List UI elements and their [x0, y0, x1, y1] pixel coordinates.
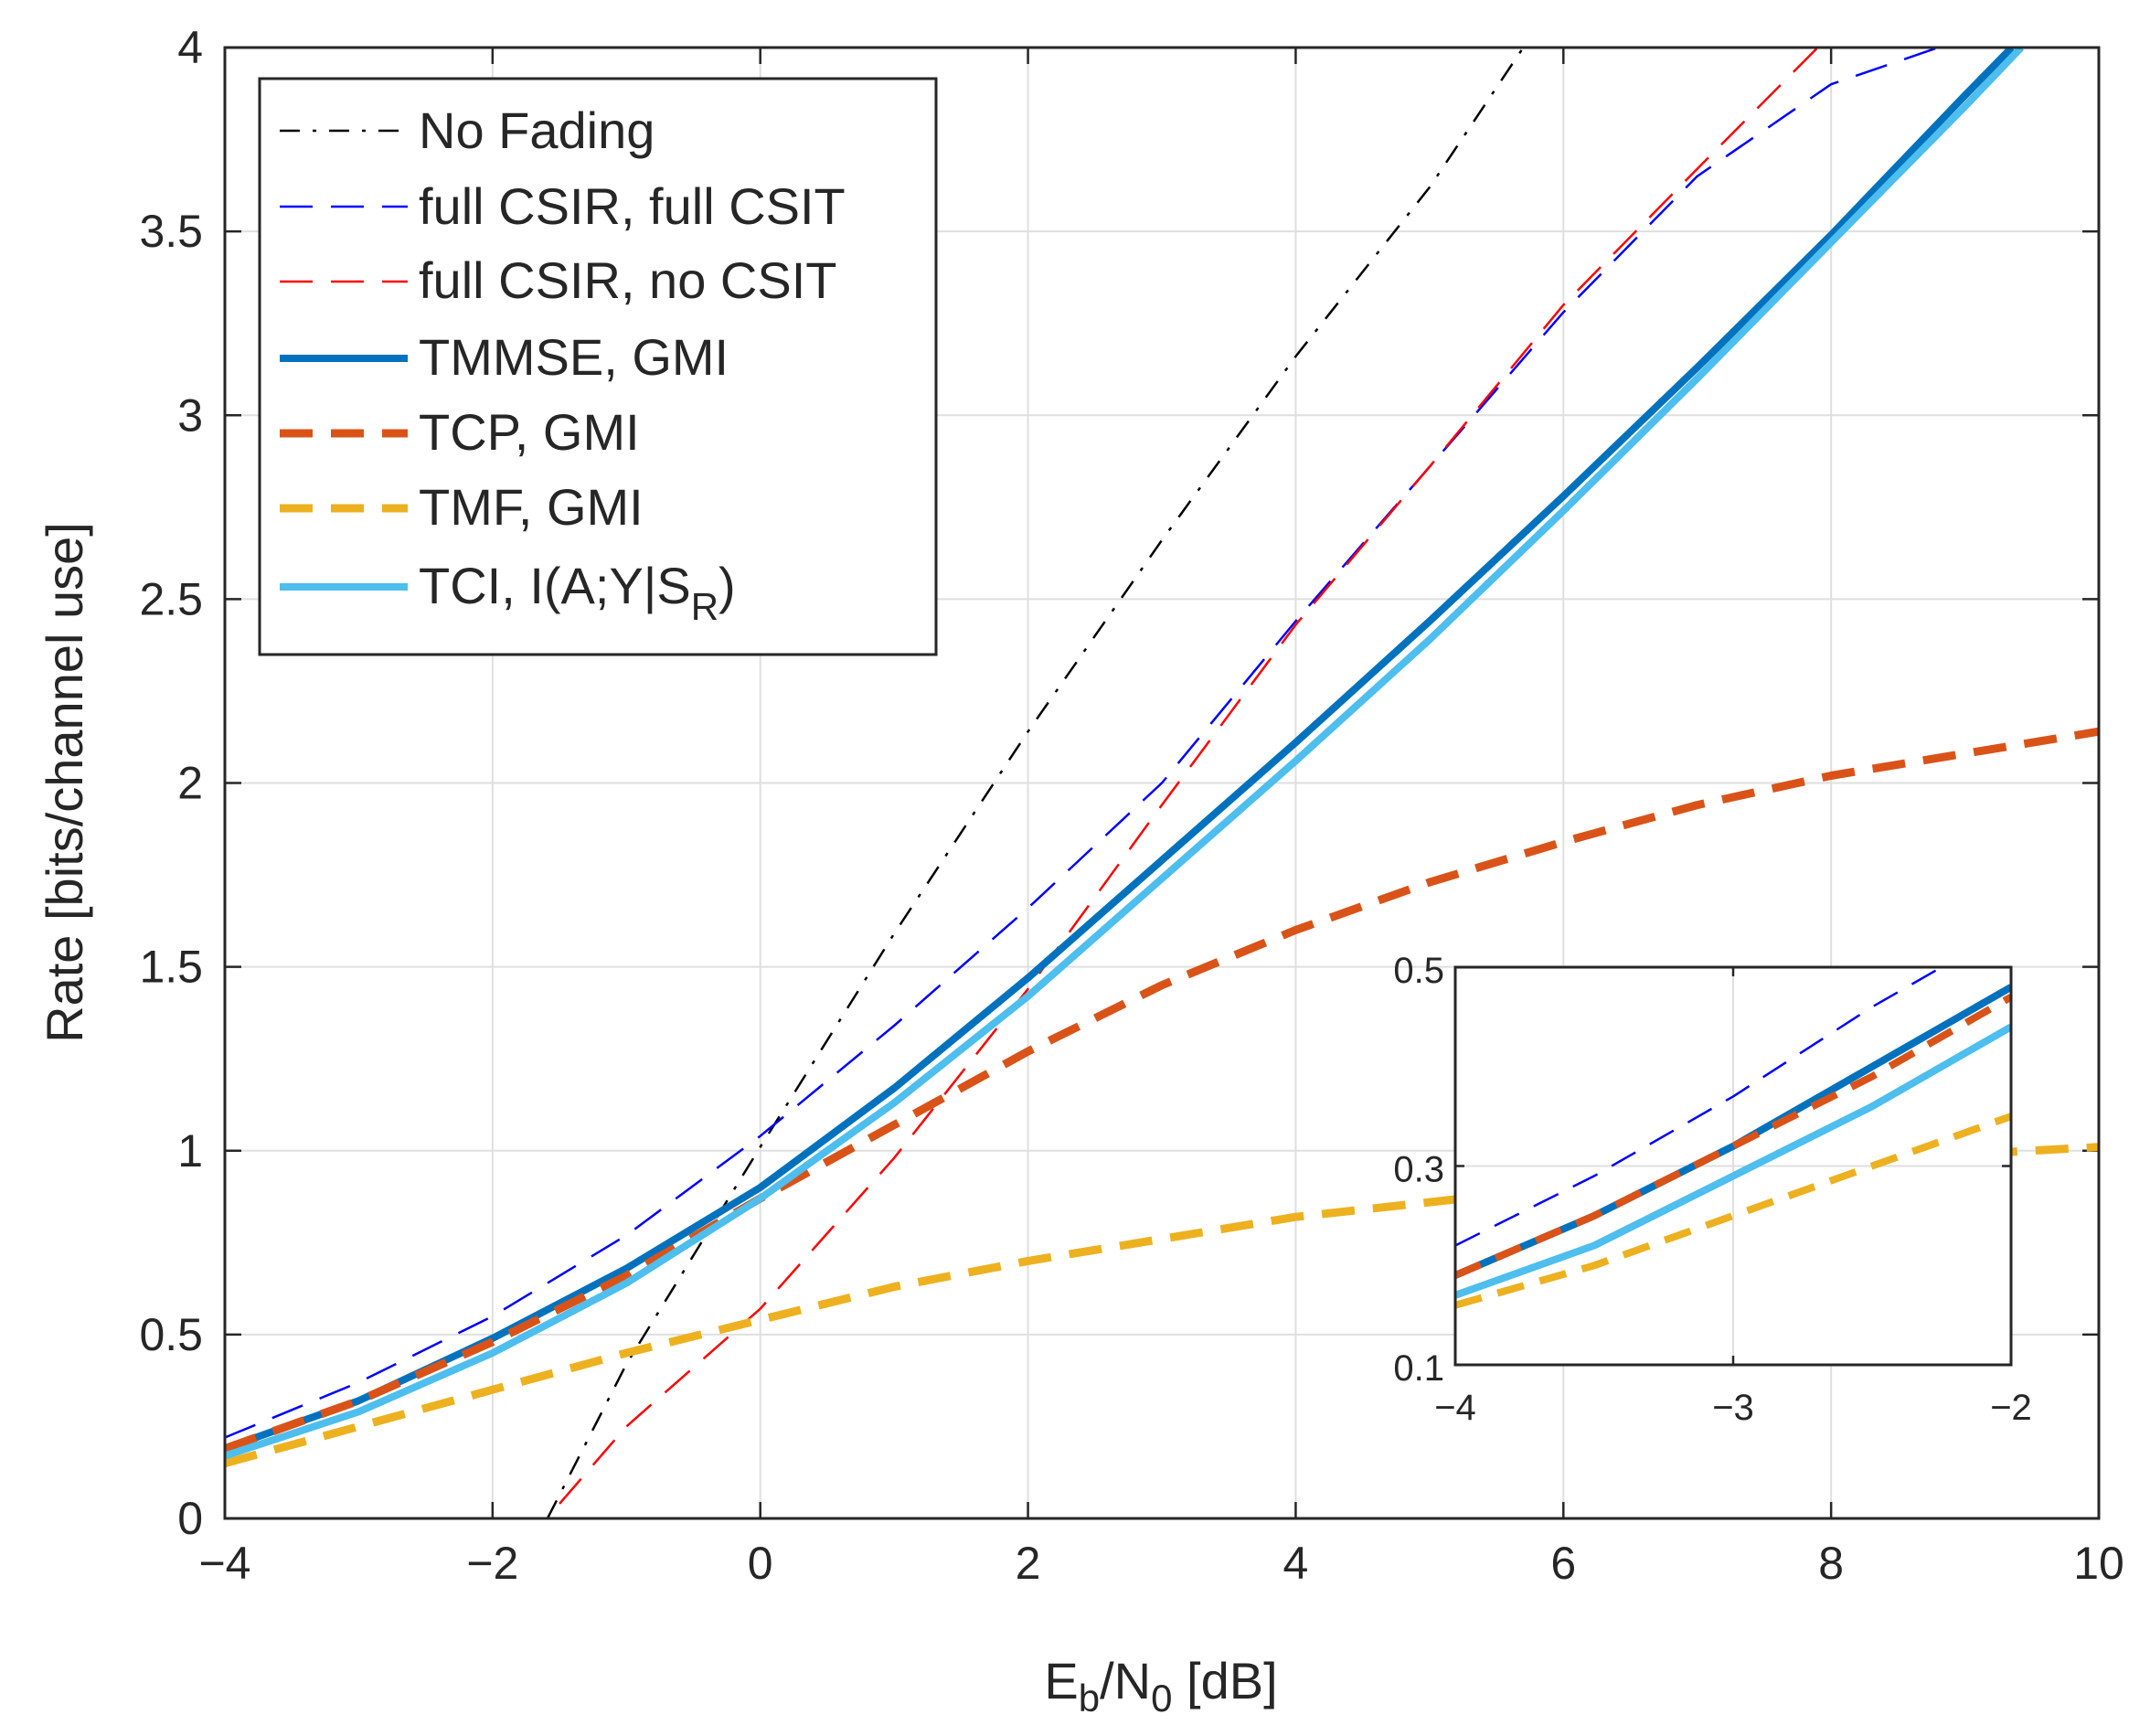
main-x-tick-label: 10 — [2073, 1538, 2124, 1589]
x-axis-title-n: /N — [1100, 1652, 1151, 1709]
inset-series-csir_csit — [1455, 967, 1942, 1247]
legend-label-no-fading: No Fading — [419, 101, 655, 159]
inset-series-tci — [1455, 1023, 2011, 1299]
legend-label-tci: TCI, I(A;Y|SR) — [419, 557, 736, 628]
main-y-tick-label: 2 — [177, 758, 203, 809]
inset-series-tmf — [1455, 1113, 2011, 1309]
main-y-tick-label: 4 — [177, 22, 203, 73]
main-x-tick-label: −2 — [466, 1538, 518, 1589]
main-series-tmmse — [225, 48, 2015, 1453]
x-axis-title-sub-0: 0 — [1151, 1677, 1172, 1720]
inset-axes-box — [1453, 965, 2013, 1367]
main-y-tick-label: 0 — [177, 1493, 203, 1544]
main-series-tcp — [225, 727, 2099, 1453]
inset-series-group — [1455, 967, 2011, 1309]
inset-y-tick-label: 0.1 — [1393, 1348, 1444, 1389]
main-x-tick-label: 6 — [1550, 1538, 1576, 1589]
legend-samples — [280, 129, 408, 591]
legend-label-tcp: TCP, GMI — [419, 403, 640, 461]
inset-axes: −4 −3 −2 0.1 0.3 0.5 — [1393, 951, 2031, 1428]
x-axis-title: Eb/N0 [dB] — [1044, 1652, 1277, 1720]
main-y-tick-label: 1 — [177, 1125, 203, 1177]
main-series-csir_nocsit — [559, 48, 1819, 1505]
inset-y-tick-label: 0.3 — [1393, 1150, 1444, 1190]
legend: No Fading full CSIR, full CSIT full CSIR… — [258, 77, 938, 656]
y-axis-title: Rate [bits/channel use] — [36, 522, 93, 1043]
main-axes-box — [223, 46, 2101, 1520]
legend-label-tci-sub: R — [691, 585, 718, 628]
main-x-tick-label: −4 — [198, 1538, 250, 1589]
main-series-nofading — [546, 48, 1525, 1518]
main-y-tick-label: 0.5 — [139, 1309, 203, 1360]
main-y-tick-label: 3 — [177, 389, 203, 441]
main-series-csir_csit — [225, 48, 1939, 1439]
main-x-tick-label: 8 — [1818, 1538, 1844, 1589]
inset-x-tick-label: −2 — [1990, 1388, 2032, 1428]
legend-label-tmmse: TMMSE, GMI — [419, 328, 729, 386]
legend-label-full-csir-full-csit: full CSIR, full CSIT — [419, 177, 846, 235]
inset-tick-labels: −4 −3 −2 0.1 0.3 0.5 — [1393, 951, 2031, 1428]
x-axis-title-sub-b: b — [1079, 1677, 1100, 1720]
main-x-tick-label: 4 — [1283, 1538, 1309, 1589]
inset-x-tick-label: −3 — [1712, 1388, 1754, 1428]
main-y-tick-label: 3.5 — [139, 206, 203, 257]
inset-x-tick-label: −4 — [1434, 1388, 1476, 1428]
main-x-tick-label: 2 — [1016, 1538, 1041, 1589]
x-axis-title-e: E — [1044, 1652, 1078, 1709]
inset-series-tcp — [1455, 994, 2011, 1279]
main-tick-labels: −4 −2 0 2 4 6 8 10 0 0.5 1 1.5 2 2.5 3 3.5 4 — [139, 22, 2123, 1589]
main-x-tick-label: 0 — [748, 1538, 773, 1589]
legend-label-tci-end: ) — [718, 557, 736, 614]
x-axis-title-unit: [dB] — [1172, 1652, 1277, 1709]
main-y-tick-label: 1.5 — [139, 942, 203, 993]
main-y-tick-label: 2.5 — [139, 573, 203, 624]
legend-box — [258, 77, 938, 656]
inset-y-tick-label: 0.5 — [1393, 951, 1444, 991]
legend-label-full-csir-no-csit: full CSIR, no CSIT — [419, 251, 836, 309]
legend-label-tmf: TMF, GMI — [419, 478, 644, 536]
main-series-tci — [225, 48, 2024, 1460]
legend-label-tci-main: TCI, I(A;Y|S — [419, 557, 691, 614]
